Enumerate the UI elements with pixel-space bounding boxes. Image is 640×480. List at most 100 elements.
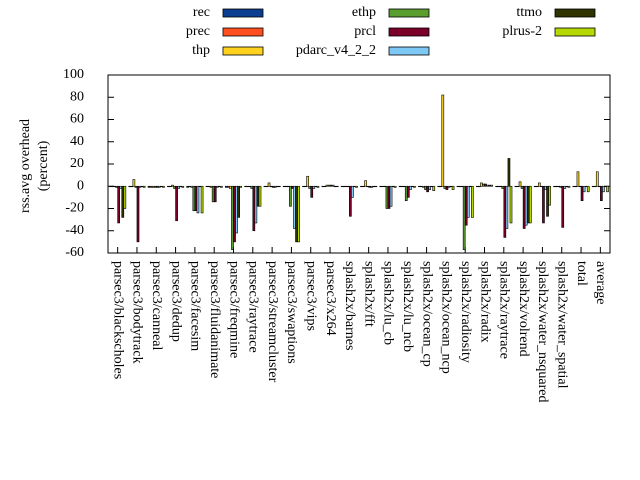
bar bbox=[501, 185, 505, 189]
bar bbox=[190, 185, 194, 188]
bar bbox=[600, 185, 603, 202]
bar bbox=[177, 185, 180, 189]
bar bbox=[426, 185, 429, 193]
bar bbox=[447, 185, 451, 188]
bar bbox=[468, 185, 472, 188]
y-tick-label: 80 bbox=[70, 89, 84, 104]
bar bbox=[229, 185, 232, 189]
bar bbox=[591, 185, 595, 188]
y-axis-label: (percent) bbox=[36, 140, 51, 191]
bar bbox=[381, 185, 385, 188]
bar bbox=[314, 185, 318, 188]
bar bbox=[215, 185, 219, 188]
bar bbox=[544, 185, 547, 190]
y-axis-label: rss.avg overhead bbox=[18, 119, 33, 213]
bar bbox=[366, 185, 369, 188]
bar bbox=[480, 182, 483, 187]
bar bbox=[138, 185, 142, 188]
bar bbox=[312, 185, 316, 189]
bar bbox=[495, 185, 498, 188]
x-tick-label: parsec3/facesim bbox=[188, 261, 203, 351]
bar bbox=[231, 185, 234, 250]
x-tick-label: splash2x/fft bbox=[361, 261, 376, 327]
legend-label: plrus-2 bbox=[502, 24, 542, 39]
bar bbox=[486, 184, 489, 187]
bar bbox=[188, 185, 192, 188]
bar bbox=[162, 185, 165, 188]
bar bbox=[404, 185, 408, 202]
bar bbox=[256, 185, 260, 207]
bar bbox=[471, 185, 474, 218]
bar bbox=[196, 185, 200, 214]
bar bbox=[574, 185, 578, 188]
y-tick-label: 100 bbox=[63, 67, 84, 82]
bar bbox=[586, 185, 590, 193]
legend-label: prcl bbox=[354, 24, 376, 39]
bar bbox=[524, 185, 528, 226]
bar bbox=[273, 185, 277, 188]
bar bbox=[306, 175, 309, 187]
x-tick-label: splash2x/lu_cb bbox=[381, 261, 396, 345]
bar bbox=[237, 185, 240, 218]
bar bbox=[244, 185, 247, 188]
bar bbox=[418, 185, 421, 188]
bar bbox=[464, 185, 468, 226]
plot-frame bbox=[107, 74, 611, 254]
bar bbox=[194, 185, 198, 212]
x-tick-label: parsec3/fluidanimate bbox=[207, 261, 222, 378]
bar bbox=[411, 185, 414, 188]
bar bbox=[430, 185, 434, 188]
bar bbox=[488, 184, 491, 187]
x-tick-label: parsec3/vips bbox=[304, 261, 319, 331]
bar bbox=[115, 185, 118, 188]
x-tick-label: splash2x/barnes bbox=[342, 261, 357, 350]
bar bbox=[533, 185, 537, 188]
bar bbox=[267, 182, 271, 187]
legend-swatch bbox=[388, 46, 430, 56]
bar bbox=[362, 185, 365, 188]
bar bbox=[147, 185, 151, 188]
bar bbox=[514, 185, 518, 188]
bar bbox=[252, 185, 256, 232]
bar bbox=[123, 185, 127, 209]
legend-swatch bbox=[388, 27, 430, 37]
x-tick-label: parsec3/dedup bbox=[168, 261, 183, 342]
x-tick-label: splash2x/water_nsquared bbox=[535, 261, 550, 403]
bar bbox=[406, 185, 410, 198]
bar bbox=[528, 185, 532, 224]
x-tick-label: parsec3/streamcluster bbox=[265, 261, 280, 383]
bar bbox=[289, 185, 292, 207]
x-tick-label: splash2x/volrend bbox=[516, 261, 531, 357]
bar bbox=[422, 185, 425, 188]
bar bbox=[439, 185, 443, 188]
bar bbox=[304, 185, 307, 188]
bar bbox=[520, 185, 524, 189]
bar bbox=[331, 184, 335, 187]
y-tick-label: 60 bbox=[70, 112, 84, 127]
bar bbox=[557, 185, 560, 188]
bar bbox=[387, 185, 391, 209]
bar bbox=[132, 179, 136, 187]
bar bbox=[456, 185, 460, 188]
legend-swatch bbox=[554, 8, 596, 18]
x-tick-label: average bbox=[593, 261, 608, 305]
bar bbox=[602, 185, 605, 193]
bar bbox=[224, 185, 228, 188]
bar bbox=[198, 185, 202, 188]
bar bbox=[428, 185, 431, 190]
x-tick-label: parsec3/blackscholes bbox=[110, 261, 125, 379]
bar bbox=[293, 185, 296, 229]
bar bbox=[282, 185, 286, 188]
legend-label: pdarc_v4_2_2 bbox=[296, 43, 376, 58]
bar bbox=[441, 94, 445, 187]
bar bbox=[269, 185, 273, 188]
bar bbox=[220, 185, 223, 188]
bar bbox=[233, 185, 236, 243]
bar bbox=[246, 185, 250, 188]
bar bbox=[518, 181, 522, 187]
x-tick-label: splash2x/raytrace bbox=[497, 261, 512, 359]
legend-swatch bbox=[388, 8, 430, 18]
x-tick-label: splash2x/lu_ncb bbox=[400, 261, 415, 352]
bar bbox=[538, 182, 541, 187]
bar bbox=[211, 185, 215, 203]
